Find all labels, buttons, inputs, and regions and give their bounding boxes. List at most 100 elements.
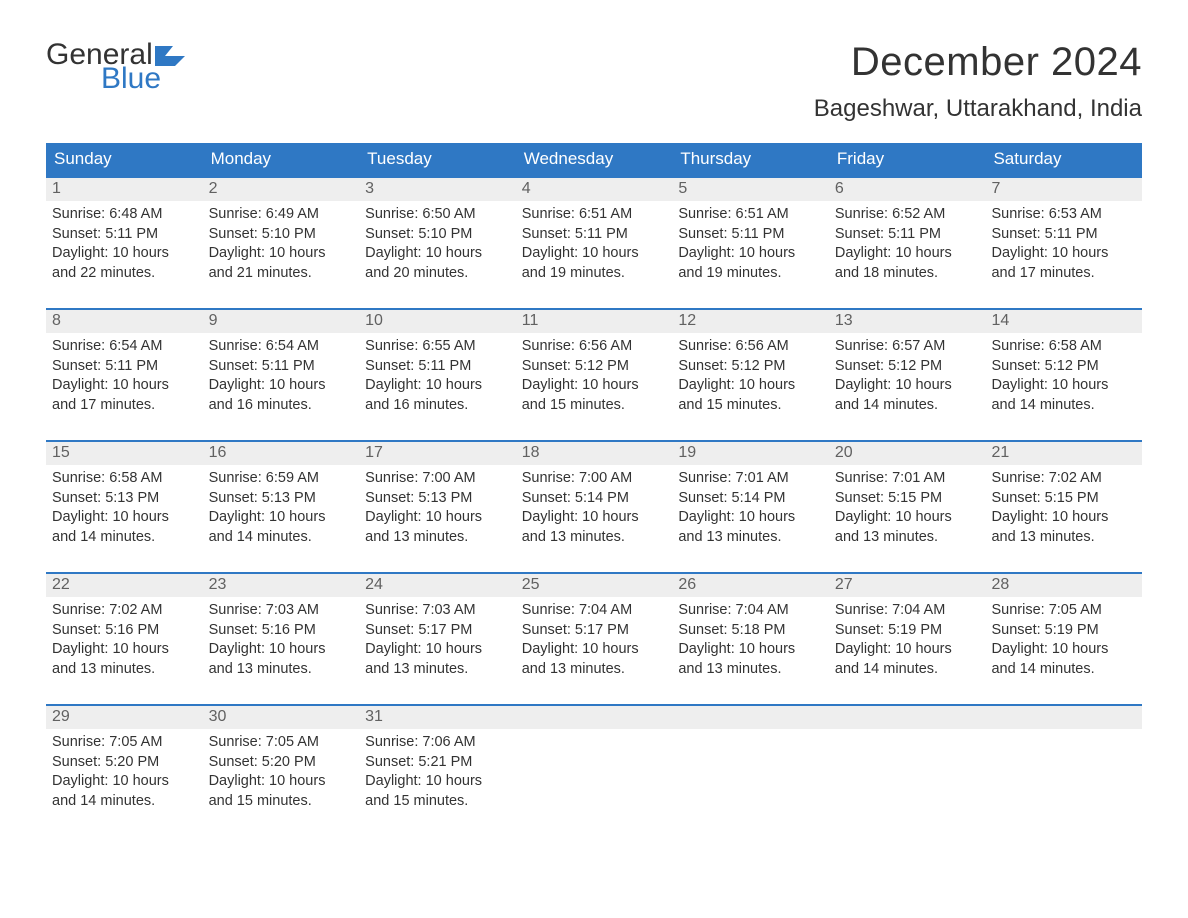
sunrise-line: Sunrise: 7:04 AM bbox=[678, 601, 823, 621]
day-number: 3 bbox=[359, 178, 516, 201]
daylight-line: Daylight: 10 hours and 19 minutes. bbox=[522, 244, 667, 283]
day-number: 12 bbox=[672, 310, 829, 333]
calendar-day-cell: 16 Sunrise: 6:59 AMSunset: 5:13 PMDayligh… bbox=[203, 442, 360, 572]
day-info: Sunrise: 6:54 AMSunset: 5:11 PMDaylight:… bbox=[52, 337, 197, 415]
sunrise-line: Sunrise: 6:49 AM bbox=[209, 205, 354, 225]
day-number: 31 bbox=[359, 706, 516, 729]
daylight-line: Daylight: 10 hours and 14 minutes. bbox=[52, 508, 197, 547]
brand-logo: General Blue bbox=[46, 40, 189, 94]
calendar-day-cell: 24Sunrise: 7:03 AMSunset: 5:17 PMDayligh… bbox=[359, 574, 516, 704]
sunset-line: Sunset: 5:16 PM bbox=[52, 621, 197, 641]
day-info: Sunrise: 6:56 AMSunset: 5:12 PMDaylight:… bbox=[522, 337, 667, 415]
day-info: Sunrise: 7:05 AMSunset: 5:19 PMDaylight:… bbox=[991, 601, 1136, 679]
daylight-line: Daylight: 10 hours and 13 minutes. bbox=[522, 508, 667, 547]
day-number: 18 bbox=[516, 442, 673, 465]
daylight-line: Daylight: 10 hours and 13 minutes. bbox=[365, 508, 510, 547]
calendar-day-cell: 23Sunrise: 7:03 AMSunset: 5:16 PMDayligh… bbox=[203, 574, 360, 704]
calendar-day-cell: 9 Sunrise: 6:54 AMSunset: 5:11 PMDaylight… bbox=[203, 310, 360, 440]
sunset-line: Sunset: 5:11 PM bbox=[522, 225, 667, 245]
calendar-day-cell: 20Sunrise: 7:01 AMSunset: 5:15 PMDayligh… bbox=[829, 442, 986, 572]
daylight-line: Daylight: 10 hours and 15 minutes. bbox=[365, 772, 510, 811]
calendar-week-row: 8Sunrise: 6:54 AMSunset: 5:11 PMDaylight… bbox=[46, 308, 1142, 440]
day-info: Sunrise: 7:05 AMSunset: 5:20 PMDaylight:… bbox=[209, 733, 354, 811]
calendar-day-cell: 12Sunrise: 6:56 AMSunset: 5:12 PMDayligh… bbox=[672, 310, 829, 440]
sunrise-line: Sunrise: 6:50 AM bbox=[365, 205, 510, 225]
daylight-line: Daylight: 10 hours and 13 minutes. bbox=[991, 508, 1136, 547]
calendar-day-cell: 31Sunrise: 7:06 AMSunset: 5:21 PMDayligh… bbox=[359, 706, 516, 836]
sunset-line: Sunset: 5:14 PM bbox=[678, 489, 823, 509]
sunset-line: Sunset: 5:12 PM bbox=[522, 357, 667, 377]
calendar-day-cell bbox=[985, 706, 1142, 836]
daylight-line: Daylight: 10 hours and 13 minutes. bbox=[835, 508, 980, 547]
daylight-line: Daylight: 10 hours and 21 minutes. bbox=[209, 244, 354, 283]
daylight-line: Daylight: 10 hours and 14 minutes. bbox=[209, 508, 354, 547]
day-number: 22 bbox=[46, 574, 203, 597]
day-number: 16 bbox=[203, 442, 360, 465]
day-number: 2 bbox=[203, 178, 360, 201]
sunset-line: Sunset: 5:20 PM bbox=[209, 753, 354, 773]
day-info: Sunrise: 7:04 AMSunset: 5:18 PMDaylight:… bbox=[678, 601, 823, 679]
day-info: Sunrise: 7:04 AMSunset: 5:17 PMDaylight:… bbox=[522, 601, 667, 679]
calendar-day-cell: 10Sunrise: 6:55 AMSunset: 5:11 PMDayligh… bbox=[359, 310, 516, 440]
calendar-day-cell: 30Sunrise: 7:05 AMSunset: 5:20 PMDayligh… bbox=[203, 706, 360, 836]
sunrise-line: Sunrise: 6:56 AM bbox=[678, 337, 823, 357]
day-info: Sunrise: 7:01 AMSunset: 5:15 PMDaylight:… bbox=[835, 469, 980, 547]
sunset-line: Sunset: 5:12 PM bbox=[991, 357, 1136, 377]
day-info: Sunrise: 6:48 AMSunset: 5:11 PMDaylight:… bbox=[52, 205, 197, 283]
calendar-day-cell: 5Sunrise: 6:51 AMSunset: 5:11 PMDaylight… bbox=[672, 178, 829, 308]
calendar-grid: SundayMondayTuesdayWednesdayThursdayFrid… bbox=[46, 143, 1142, 836]
sunset-line: Sunset: 5:18 PM bbox=[678, 621, 823, 641]
calendar-day-cell: 11Sunrise: 6:56 AMSunset: 5:12 PMDayligh… bbox=[516, 310, 673, 440]
logo-text-blue: Blue bbox=[101, 64, 189, 94]
sunset-line: Sunset: 5:16 PM bbox=[209, 621, 354, 641]
calendar-day-cell: 14Sunrise: 6:58 AMSunset: 5:12 PMDayligh… bbox=[985, 310, 1142, 440]
sunrise-line: Sunrise: 6:51 AM bbox=[522, 205, 667, 225]
daylight-line: Daylight: 10 hours and 16 minutes. bbox=[365, 376, 510, 415]
calendar-day-cell: 2Sunrise: 6:49 AMSunset: 5:10 PMDaylight… bbox=[203, 178, 360, 308]
sunset-line: Sunset: 5:11 PM bbox=[209, 357, 354, 377]
sunrise-line: Sunrise: 6:59 AM bbox=[209, 469, 354, 489]
daylight-line: Daylight: 10 hours and 16 minutes. bbox=[209, 376, 354, 415]
sunrise-line: Sunrise: 7:00 AM bbox=[522, 469, 667, 489]
calendar-week-row: 15Sunrise: 6:58 AMSunset: 5:13 PMDayligh… bbox=[46, 440, 1142, 572]
daylight-line: Daylight: 10 hours and 13 minutes. bbox=[678, 640, 823, 679]
sunset-line: Sunset: 5:17 PM bbox=[365, 621, 510, 641]
sunset-line: Sunset: 5:13 PM bbox=[209, 489, 354, 509]
day-info: Sunrise: 7:01 AMSunset: 5:14 PMDaylight:… bbox=[678, 469, 823, 547]
calendar-day-cell: 13Sunrise: 6:57 AMSunset: 5:12 PMDayligh… bbox=[829, 310, 986, 440]
sunrise-line: Sunrise: 7:04 AM bbox=[835, 601, 980, 621]
sunset-line: Sunset: 5:17 PM bbox=[522, 621, 667, 641]
day-number: 15 bbox=[46, 442, 203, 465]
day-number: 27 bbox=[829, 574, 986, 597]
daylight-line: Daylight: 10 hours and 13 minutes. bbox=[365, 640, 510, 679]
day-number: 1 bbox=[46, 178, 203, 201]
sunset-line: Sunset: 5:12 PM bbox=[835, 357, 980, 377]
calendar-day-cell: 8Sunrise: 6:54 AMSunset: 5:11 PMDaylight… bbox=[46, 310, 203, 440]
header: General Blue December 2024 Bageshwar, Ut… bbox=[46, 40, 1142, 137]
sunset-line: Sunset: 5:11 PM bbox=[678, 225, 823, 245]
calendar-day-cell bbox=[829, 706, 986, 836]
sunset-line: Sunset: 5:15 PM bbox=[991, 489, 1136, 509]
daylight-line: Daylight: 10 hours and 15 minutes. bbox=[522, 376, 667, 415]
calendar-day-cell bbox=[672, 706, 829, 836]
day-number bbox=[985, 706, 1142, 729]
day-info: Sunrise: 6:54 AMSunset: 5:11 PMDaylight:… bbox=[209, 337, 354, 415]
sunrise-line: Sunrise: 7:01 AM bbox=[678, 469, 823, 489]
page-title: December 2024 bbox=[814, 40, 1142, 85]
weekday-header: Tuesday bbox=[359, 143, 516, 176]
calendar-day-cell: 18 Sunrise: 7:00 AMSunset: 5:14 PMDayligh… bbox=[516, 442, 673, 572]
weekday-header: Sunday bbox=[46, 143, 203, 176]
day-info: Sunrise: 7:02 AMSunset: 5:15 PMDaylight:… bbox=[991, 469, 1136, 547]
day-number: 28 bbox=[985, 574, 1142, 597]
day-number: 17 bbox=[359, 442, 516, 465]
day-number: 14 bbox=[985, 310, 1142, 333]
day-number: 6 bbox=[829, 178, 986, 201]
day-info: Sunrise: 7:00 AMSunset: 5:14 PMDaylight:… bbox=[522, 469, 667, 547]
sunset-line: Sunset: 5:12 PM bbox=[678, 357, 823, 377]
calendar-week-row: 1 Sunrise: 6:48 AMSunset: 5:11 PMDaylight… bbox=[46, 176, 1142, 308]
weekday-header: Wednesday bbox=[516, 143, 673, 176]
day-number: 7 bbox=[985, 178, 1142, 201]
day-number: 24 bbox=[359, 574, 516, 597]
weekday-header: Monday bbox=[203, 143, 360, 176]
day-number: 9 bbox=[203, 310, 360, 333]
